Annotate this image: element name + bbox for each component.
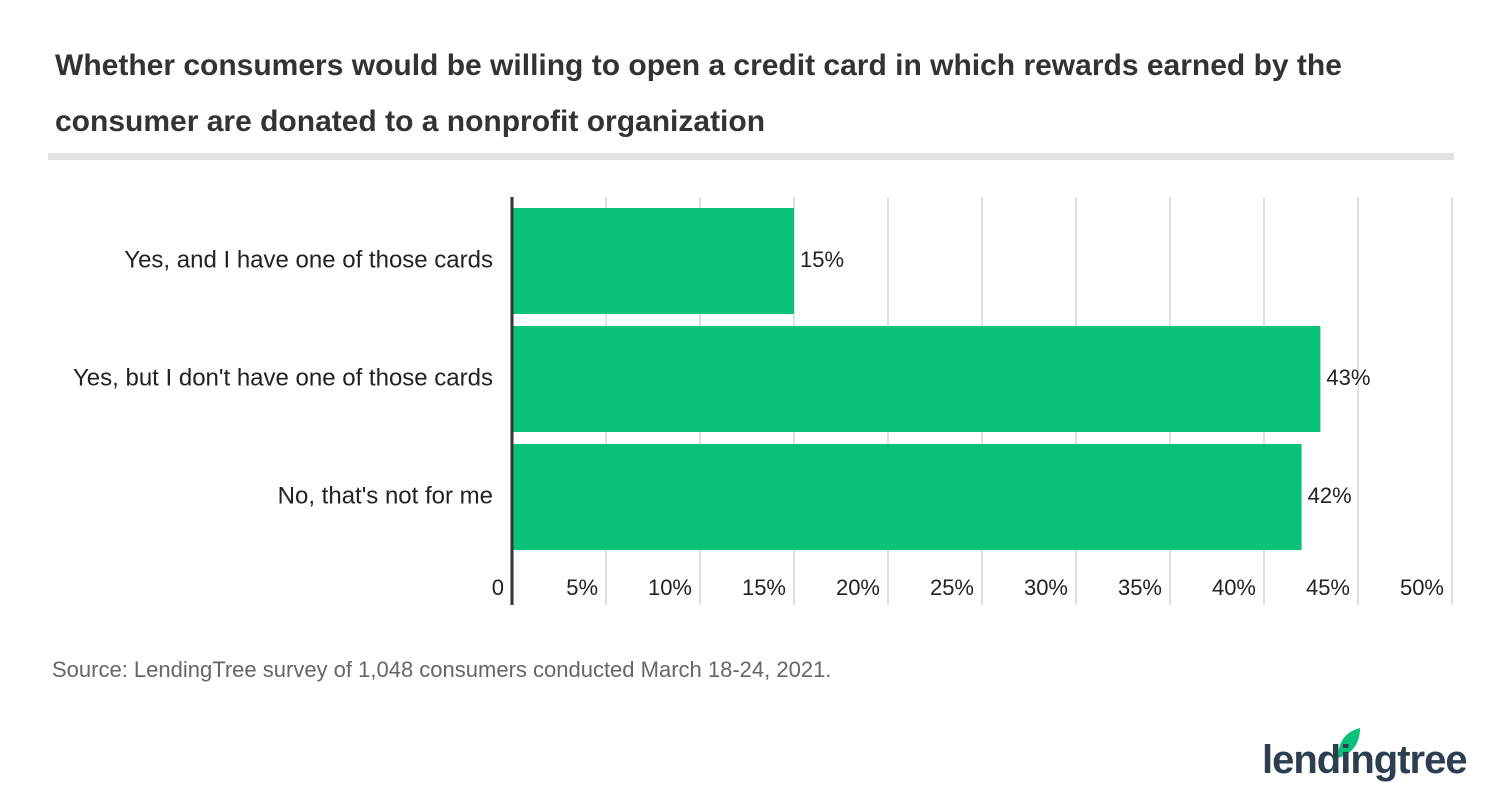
x-tick-label: 50% <box>1400 575 1444 600</box>
x-tick-label: 5% <box>566 575 598 600</box>
x-tick-label: 35% <box>1118 575 1162 600</box>
y-tick-label: Yes, and I have one of those cards <box>124 246 493 273</box>
x-tick-label: 10% <box>648 575 692 600</box>
x-tick-label: 25% <box>930 575 974 600</box>
y-tick-label: No, that's not for me <box>278 482 493 509</box>
x-tick-label: 20% <box>836 575 880 600</box>
chart-title: Whether consumers would be willing to op… <box>55 49 1342 138</box>
value-label: 15% <box>800 247 844 272</box>
x-tick-label: 0 <box>492 575 504 600</box>
bar <box>512 208 794 314</box>
bar <box>512 326 1321 432</box>
value-label: 43% <box>1326 365 1370 390</box>
x-tick-label: 30% <box>1024 575 1068 600</box>
title-rule <box>48 153 1454 160</box>
y-tick-label: Yes, but I don't have one of those cards <box>73 364 493 391</box>
source-note: Source: LendingTree survey of 1,048 cons… <box>52 657 832 682</box>
x-tick-label: 40% <box>1212 575 1256 600</box>
x-tick-label: 45% <box>1306 575 1350 600</box>
x-tick-label: 15% <box>742 575 786 600</box>
bar <box>512 444 1302 550</box>
value-label: 42% <box>1308 483 1352 508</box>
logo: lendingtree <box>1262 738 1468 782</box>
